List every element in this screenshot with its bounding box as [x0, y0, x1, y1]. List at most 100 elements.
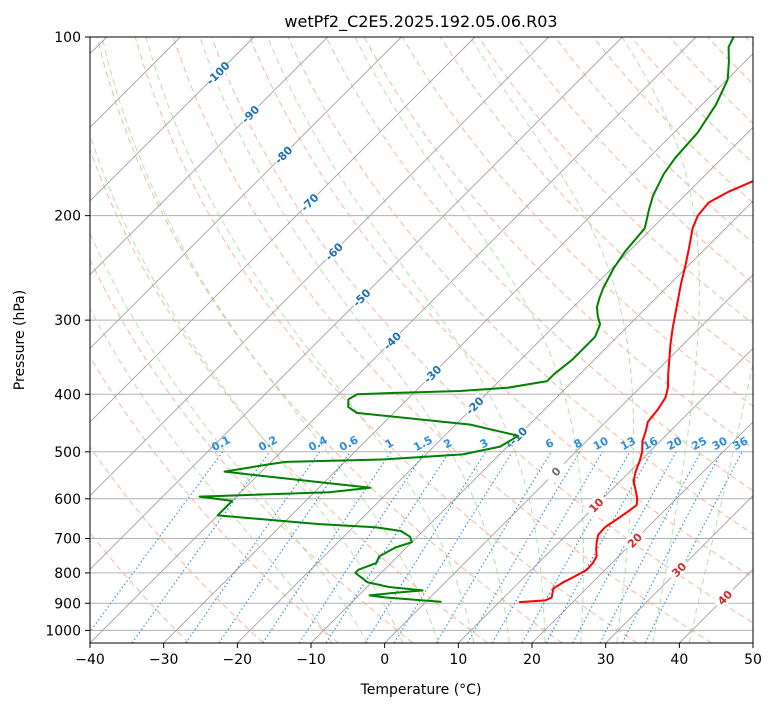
isotherm-line — [163, 53, 753, 643]
x-tick-label: −10 — [296, 652, 326, 668]
dry-adiabat-line — [211, 37, 753, 624]
y-tick-label: 400 — [54, 387, 81, 403]
dry-adiabat-line — [325, 37, 753, 492]
moist-adiabat-line — [145, 37, 475, 643]
isotherm-line — [90, 37, 402, 349]
moist-adiabat-line — [90, 307, 333, 643]
moist-adiabat-line — [199, 37, 510, 643]
x-tick-label: 40 — [670, 652, 688, 668]
isotherm-label-background — [543, 458, 569, 484]
y-axis: 100 200 300 400 500 600 700 800 900 1000 — [45, 30, 90, 639]
isotherm-line — [605, 495, 753, 643]
y-tick-label: 700 — [54, 532, 81, 548]
dewpoint-profile-line — [198, 37, 735, 603]
isotherm-label-background — [583, 492, 609, 518]
isotherm-label-background — [321, 238, 346, 264]
dry-adiabat-line — [172, 37, 712, 643]
dry-adiabat-line — [90, 258, 414, 643]
isotherm-layer — [90, 37, 753, 643]
isotherm-label-background — [270, 142, 296, 167]
isotherm-line — [90, 37, 328, 276]
isotherm-line — [458, 347, 753, 643]
mixing-ratio-label: 36 — [731, 434, 751, 453]
mixing-ratio-line — [298, 451, 426, 643]
mixing-ratio-line — [521, 451, 631, 643]
y-tick-label: 300 — [54, 313, 81, 329]
mixing-ratio-label: 30 — [710, 434, 730, 453]
isotherm-label-background — [419, 361, 445, 387]
y-tick-label: 200 — [54, 209, 81, 225]
mixing-ratio-line — [364, 451, 487, 643]
x-tick-label: −30 — [149, 652, 179, 668]
x-tick-label: 0 — [380, 652, 389, 668]
mixing-ratio-line — [572, 451, 677, 643]
dry-adiabat-line — [249, 37, 753, 579]
grid-layer — [90, 37, 753, 631]
mixing-ratio-line — [545, 451, 653, 643]
dry-adiabat-line — [90, 355, 339, 643]
moist-adiabat-line — [354, 37, 584, 643]
mixing-ratio-line — [218, 451, 351, 643]
y-tick-label: 900 — [54, 596, 81, 612]
mixing-ratio-label: 16 — [640, 434, 660, 453]
dry-adiabat-line — [516, 37, 753, 284]
mixing-ratio-line — [435, 451, 552, 643]
mixing-ratio-label: 10 — [591, 434, 611, 453]
x-axis: −40 −30 −20 −10 0 10 20 30 40 50 — [75, 643, 762, 668]
mixing-ratio-label: 25 — [689, 434, 709, 453]
dry-adiabat-line — [287, 37, 753, 535]
y-axis-title: Pressure (hPa) — [12, 290, 28, 390]
mixing-ratio-line — [131, 451, 271, 643]
y-tick-label: 800 — [54, 566, 81, 582]
isotherm-label-background — [621, 527, 647, 553]
moist-adiabat-line — [621, 37, 700, 643]
isotherm-line — [90, 37, 549, 497]
isotherm-line — [90, 37, 255, 202]
isotherm-line — [90, 37, 623, 570]
x-tick-label: 30 — [597, 652, 615, 668]
isotherm-label-background — [296, 189, 322, 215]
moist-adiabat-line — [470, 37, 634, 643]
plot-frame — [89, 36, 754, 644]
mixing-ratio-line — [90, 451, 224, 633]
moist-adiabat-line — [90, 231, 369, 643]
mixing-ratio-line — [185, 451, 321, 643]
x-axis-title: Temperature (°C) — [360, 682, 482, 698]
isotherm-label-background — [379, 328, 405, 353]
mixing-ratio-line — [262, 451, 392, 643]
y-tick-label: 1000 — [45, 623, 81, 639]
isotherm-line — [90, 37, 476, 423]
isotherm-label-background — [666, 556, 691, 582]
mixing-ratio-line — [599, 451, 702, 643]
isotherm-label-background — [348, 284, 374, 310]
isotherm-label-background — [205, 60, 231, 86]
mixing-ratio-line — [644, 451, 743, 643]
x-tick-label: −20 — [223, 652, 253, 668]
isotherm-label-background — [712, 584, 737, 610]
moist-adiabat-line — [688, 361, 753, 643]
mixing-ratio-label: 13 — [618, 434, 638, 453]
mixing-ratio-line — [325, 451, 451, 643]
dry-adiabat-line — [96, 37, 563, 643]
series-layer — [198, 37, 753, 604]
adiabat-layer — [90, 37, 753, 643]
temperature-profile-line — [518, 179, 753, 604]
plot-area: 0.10.20.40.611.52346810131620253036-100-… — [90, 37, 753, 643]
moist-adiabat-line — [90, 133, 404, 643]
isotherm-label-background — [237, 101, 263, 127]
x-tick-label: 50 — [744, 652, 762, 668]
isotherm-line — [237, 126, 753, 643]
chart-title: wetPf2_C2E5.2025.192.05.06.R03 — [284, 12, 557, 32]
dry-adiabat-line — [90, 445, 264, 643]
dry-adiabat-line — [134, 37, 638, 643]
x-tick-label: 20 — [523, 652, 541, 668]
y-tick-label: 600 — [54, 492, 81, 508]
y-tick-label: 100 — [54, 30, 81, 46]
y-tick-label: 500 — [54, 445, 81, 461]
x-tick-label: 10 — [449, 652, 467, 668]
x-tick-label: −40 — [75, 652, 105, 668]
isotherm-line — [384, 274, 753, 643]
mixing-ratio-layer — [90, 451, 743, 643]
